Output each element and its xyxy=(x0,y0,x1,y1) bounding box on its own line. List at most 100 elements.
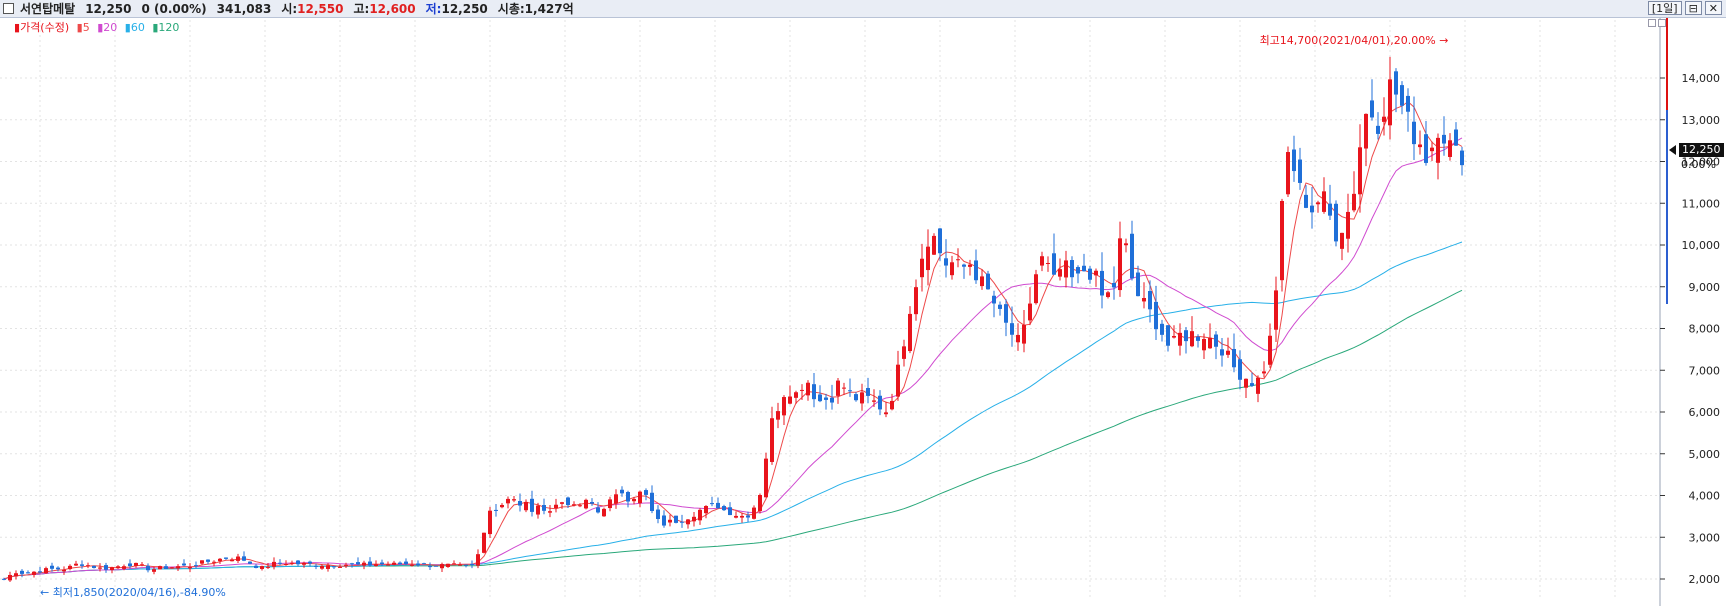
select-checkbox[interactable] xyxy=(3,3,14,14)
legend-ma5-label: 5 xyxy=(82,21,90,34)
y-tick-label: 10,000 xyxy=(1682,239,1721,252)
candle-body xyxy=(1160,323,1164,335)
candle-body xyxy=(224,557,228,559)
candle-body xyxy=(254,565,258,568)
candle-body xyxy=(908,313,912,352)
candle xyxy=(962,263,966,279)
pane-minimize-icon[interactable] xyxy=(1648,19,1656,27)
candle-body xyxy=(1448,140,1452,157)
y-tick-label: 4,000 xyxy=(1689,490,1721,503)
candle-body xyxy=(1382,116,1386,122)
candle-body xyxy=(128,563,132,567)
candle xyxy=(842,382,846,395)
candle-body xyxy=(674,515,678,523)
candle xyxy=(722,504,726,511)
y-tick-label: 13,000 xyxy=(1682,114,1721,127)
candle xyxy=(1436,133,1440,180)
high-value: 12,600 xyxy=(369,2,416,16)
restore-icon[interactable]: ⊟ xyxy=(1684,1,1702,15)
candle xyxy=(980,269,984,290)
candle-body xyxy=(458,564,462,566)
candle-body xyxy=(440,564,444,569)
candle xyxy=(686,519,690,529)
candle xyxy=(152,566,156,575)
candle xyxy=(950,255,954,280)
candle xyxy=(1460,146,1464,176)
candle xyxy=(1088,265,1092,284)
candle xyxy=(1424,121,1428,166)
candle-body xyxy=(1184,330,1188,342)
candle xyxy=(1388,56,1392,140)
candle xyxy=(1040,251,1044,272)
candle xyxy=(488,506,492,538)
candle xyxy=(572,501,576,507)
candle xyxy=(128,559,132,569)
legend-ma20[interactable]: ▮20 xyxy=(97,21,118,34)
candle xyxy=(740,512,744,523)
candle xyxy=(338,564,342,568)
candle xyxy=(1004,299,1008,337)
candle-body xyxy=(158,566,162,570)
candle xyxy=(752,505,756,520)
legend-ma120[interactable]: ▮120 xyxy=(152,21,180,34)
candle-body xyxy=(746,515,750,518)
candle xyxy=(452,560,456,565)
candle-body xyxy=(1214,334,1218,347)
candle xyxy=(1292,135,1296,182)
candle-body xyxy=(134,562,138,566)
candle xyxy=(416,560,420,567)
candle xyxy=(704,505,708,519)
candle-body xyxy=(914,287,918,315)
candle xyxy=(1280,198,1284,292)
candle xyxy=(176,564,180,571)
candle-body xyxy=(362,562,366,566)
candle xyxy=(902,339,906,367)
price-marker-icon xyxy=(1669,145,1676,155)
candle-body xyxy=(956,259,960,261)
stock-name[interactable]: 서연탑메탈 xyxy=(20,2,76,16)
axis-scrollbar-thumb[interactable] xyxy=(1666,110,1668,304)
candle-body xyxy=(902,346,906,359)
high-price: 고:12,600 xyxy=(353,0,415,17)
candle-body xyxy=(428,566,432,568)
period-button[interactable]: [1일] xyxy=(1647,1,1682,15)
candle xyxy=(74,560,78,567)
close-icon[interactable]: ✕ xyxy=(1704,1,1722,15)
legend-price[interactable]: ▮가격(수정) xyxy=(14,21,70,34)
candle-body xyxy=(728,507,732,516)
candle xyxy=(836,377,840,404)
legend-ma5[interactable]: ▮5 xyxy=(76,21,90,34)
candle-body xyxy=(638,491,642,504)
candle xyxy=(890,393,894,411)
candle xyxy=(1244,378,1248,399)
candle-body xyxy=(398,562,402,565)
annotations: 최고14,700(2021/04/01),20.00% → ← 최저1,850(2… xyxy=(40,34,1448,599)
low-value: 12,250 xyxy=(441,2,488,16)
y-tick-label: 9,000 xyxy=(1689,281,1721,294)
candle xyxy=(986,270,990,290)
candle-body xyxy=(146,565,150,571)
current-price-tag: 12,250 xyxy=(1679,143,1724,157)
candle xyxy=(866,377,870,404)
candle xyxy=(1142,282,1146,309)
candle xyxy=(1082,253,1086,272)
candle-body xyxy=(62,569,66,572)
candle xyxy=(758,493,762,514)
candle xyxy=(434,565,438,567)
candle xyxy=(734,511,738,519)
ma5-series xyxy=(3,100,1463,580)
candle xyxy=(638,490,642,508)
candle xyxy=(470,560,474,569)
candle-body xyxy=(86,565,90,567)
candle xyxy=(44,566,48,574)
candle-body xyxy=(1094,270,1098,276)
legend-ma60[interactable]: ▮60 xyxy=(124,21,145,34)
pane-close-icon[interactable] xyxy=(1658,19,1666,27)
window-controls: [1일] ⊟ ✕ xyxy=(1647,1,1722,15)
candle xyxy=(14,570,18,580)
candle xyxy=(620,486,624,497)
candle-body xyxy=(434,565,438,567)
candle-body xyxy=(1028,303,1032,321)
candle-body xyxy=(74,563,78,566)
